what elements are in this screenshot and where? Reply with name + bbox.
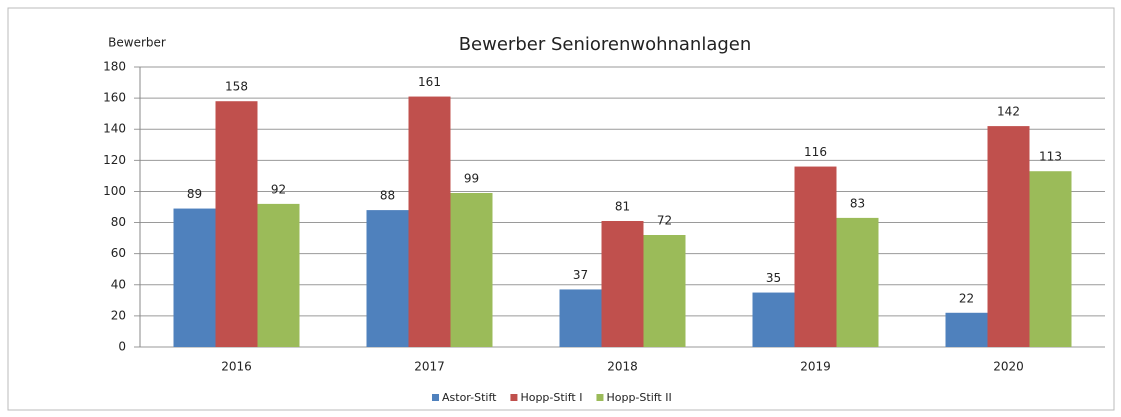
data-label: 99 bbox=[464, 172, 479, 186]
y-tick-label: 40 bbox=[111, 277, 126, 291]
x-tick-label: 2018 bbox=[607, 360, 638, 374]
data-label: 22 bbox=[959, 291, 974, 305]
bar bbox=[408, 96, 451, 347]
bar bbox=[1029, 171, 1072, 347]
bar bbox=[450, 193, 493, 347]
data-label: 158 bbox=[225, 80, 248, 94]
bar bbox=[836, 217, 879, 347]
legend-label: Hopp-Stift II bbox=[606, 391, 671, 404]
bar bbox=[945, 312, 988, 347]
data-label: 116 bbox=[804, 145, 827, 159]
y-tick-label: 140 bbox=[103, 122, 126, 136]
y-tick-label: 60 bbox=[111, 246, 126, 260]
legend-swatch bbox=[432, 394, 439, 401]
bar bbox=[794, 166, 837, 347]
data-label: 83 bbox=[850, 196, 865, 210]
legend-label: Astor-Stift bbox=[442, 391, 497, 404]
y-tick-label: 120 bbox=[103, 153, 126, 167]
x-tick-label: 2019 bbox=[800, 360, 831, 374]
data-label: 142 bbox=[997, 105, 1020, 119]
data-label: 81 bbox=[615, 200, 630, 214]
x-tick-label: 2020 bbox=[993, 360, 1024, 374]
bar bbox=[601, 221, 644, 347]
data-label: 113 bbox=[1039, 150, 1062, 164]
y-tick-label: 80 bbox=[111, 215, 126, 229]
bar bbox=[559, 289, 602, 347]
data-label: 89 bbox=[187, 187, 202, 201]
y-tick-label: 160 bbox=[103, 91, 126, 105]
data-label: 72 bbox=[657, 214, 672, 228]
bar bbox=[987, 126, 1030, 347]
bar bbox=[215, 101, 258, 347]
bar bbox=[257, 203, 300, 347]
y-tick-label: 180 bbox=[103, 60, 126, 74]
data-label: 92 bbox=[271, 182, 286, 196]
x-tick-label: 2016 bbox=[221, 360, 252, 374]
legend-label: Hopp-Stift I bbox=[520, 391, 582, 404]
data-label: 88 bbox=[380, 189, 395, 203]
y-axis-label: Bewerber bbox=[108, 36, 166, 50]
data-label: 35 bbox=[766, 271, 781, 285]
bar bbox=[643, 235, 686, 347]
y-tick-label: 0 bbox=[118, 340, 126, 354]
chart-title: Bewerber Seniorenwohnanlagen bbox=[459, 34, 752, 55]
legend-swatch bbox=[596, 394, 604, 401]
legend-swatch bbox=[510, 394, 518, 401]
bar bbox=[173, 208, 216, 347]
bar bbox=[366, 210, 409, 347]
x-tick-label: 2017 bbox=[414, 360, 445, 374]
y-tick-label: 20 bbox=[111, 308, 126, 322]
data-label: 161 bbox=[418, 75, 441, 89]
bar bbox=[752, 292, 795, 347]
y-tick-label: 100 bbox=[103, 184, 126, 198]
data-label: 37 bbox=[573, 268, 588, 282]
